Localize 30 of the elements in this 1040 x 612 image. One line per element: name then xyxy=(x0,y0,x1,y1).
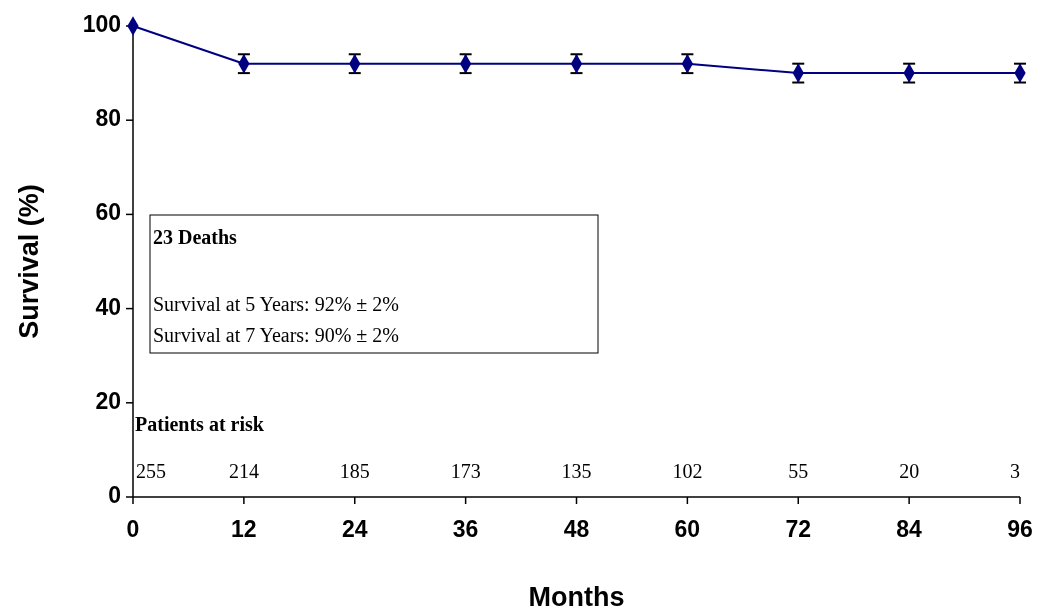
x-tick-label: 84 xyxy=(896,516,923,542)
y-axis-title: Survival (%) xyxy=(14,184,44,339)
x-tick-label: 24 xyxy=(341,516,368,542)
annotation: 20 xyxy=(899,460,920,482)
annotation: 173 xyxy=(450,460,481,482)
annotation: 55 xyxy=(788,460,809,482)
y-tick-label: 20 xyxy=(95,387,121,414)
annotation: Patients at risk xyxy=(135,413,265,435)
y-tick-label: 80 xyxy=(95,105,121,132)
x-tick-label: 36 xyxy=(452,516,479,542)
y-tick-label: 40 xyxy=(95,293,121,320)
x-tick-label: 96 xyxy=(1007,516,1033,542)
annotation: 3 xyxy=(1010,460,1020,482)
y-tick-label: 100 xyxy=(82,11,121,38)
annotation: 214 xyxy=(228,460,259,482)
y-tick-label: 0 xyxy=(108,482,121,509)
x-axis-title: Months xyxy=(528,582,625,612)
annotation: Survival at 5 Years: 92% ± 2% xyxy=(153,293,399,315)
x-tick-label: 12 xyxy=(231,516,257,542)
annotation: Survival at 7 Years: 90% ± 2% xyxy=(153,324,399,346)
x-tick-label: 48 xyxy=(563,516,590,542)
x-tick-label: 72 xyxy=(785,516,812,542)
y-tick-label: 60 xyxy=(95,199,121,226)
x-tick-label: 0 xyxy=(126,516,140,542)
x-tick-label: 60 xyxy=(674,516,701,542)
annotation: 255 xyxy=(136,460,166,482)
annotation: 23 Deaths xyxy=(153,226,238,248)
annotation: 102 xyxy=(672,460,703,482)
annotation: 185 xyxy=(339,460,370,482)
annotation: 135 xyxy=(561,460,592,482)
